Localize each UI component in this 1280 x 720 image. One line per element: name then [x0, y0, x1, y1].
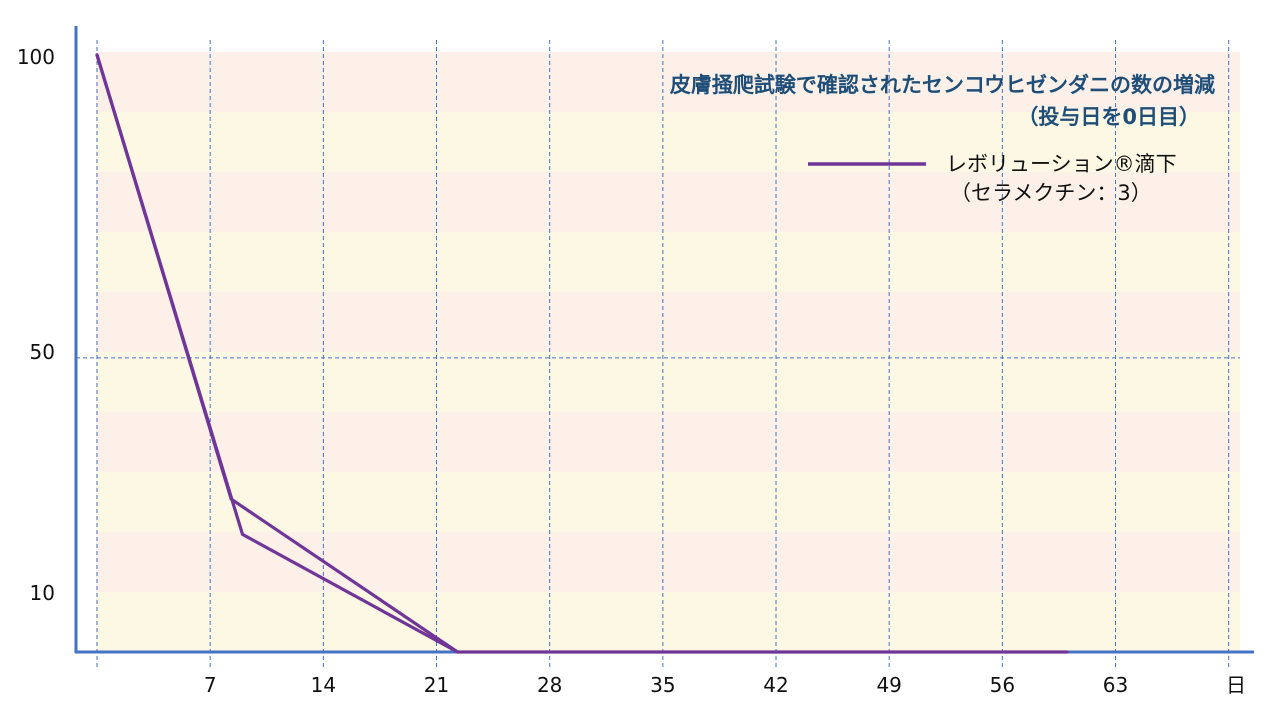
y-tick-labels: 10 50 100	[17, 45, 55, 605]
background-band	[96, 172, 1240, 232]
x-tick-label: 63	[1103, 673, 1128, 697]
background-band	[96, 412, 1240, 472]
series-line	[95, 53, 460, 654]
background-band	[96, 592, 1240, 652]
legend-label: レボリューション®滴下	[946, 152, 1177, 176]
chart-subtitle: （投与日を0日目）	[1017, 105, 1200, 129]
x-tick-label: 35	[650, 673, 675, 697]
x-tick-label: 21	[424, 673, 449, 697]
x-tick-label: 14	[311, 673, 336, 697]
x-tick-label: 28	[537, 673, 562, 697]
y-tick-label: 10	[30, 581, 55, 605]
background-band	[96, 532, 1240, 592]
chart-title: 皮膚掻爬試験で確認されたセンコウヒゼンダニの数の増減	[670, 73, 1215, 97]
background-band	[96, 112, 1240, 172]
background-bands	[96, 52, 1240, 652]
x-tick-label: 49	[876, 673, 901, 697]
background-band	[96, 472, 1240, 532]
x-tick-label: 7	[204, 673, 217, 697]
series-lines	[95, 53, 1069, 654]
background-band	[96, 52, 1240, 112]
legend: レボリューション®滴下 （セラメクチン：3）	[808, 152, 1177, 205]
x-tick-label: 42	[763, 673, 788, 697]
background-band	[96, 292, 1240, 352]
legend-label-line2: （セラメクチン：3）	[950, 181, 1152, 205]
background-band	[96, 232, 1240, 292]
y-tick-label: 50	[30, 340, 55, 364]
x-axis-label: 日	[1226, 673, 1246, 697]
y-tick-label: 100	[17, 45, 55, 69]
x-tick-label: 56	[990, 673, 1015, 697]
background-band	[96, 352, 1240, 412]
x-tick-labels: 7 14 21 28 35 42 49 56 63	[204, 673, 1128, 697]
grid-lines	[76, 40, 1240, 668]
